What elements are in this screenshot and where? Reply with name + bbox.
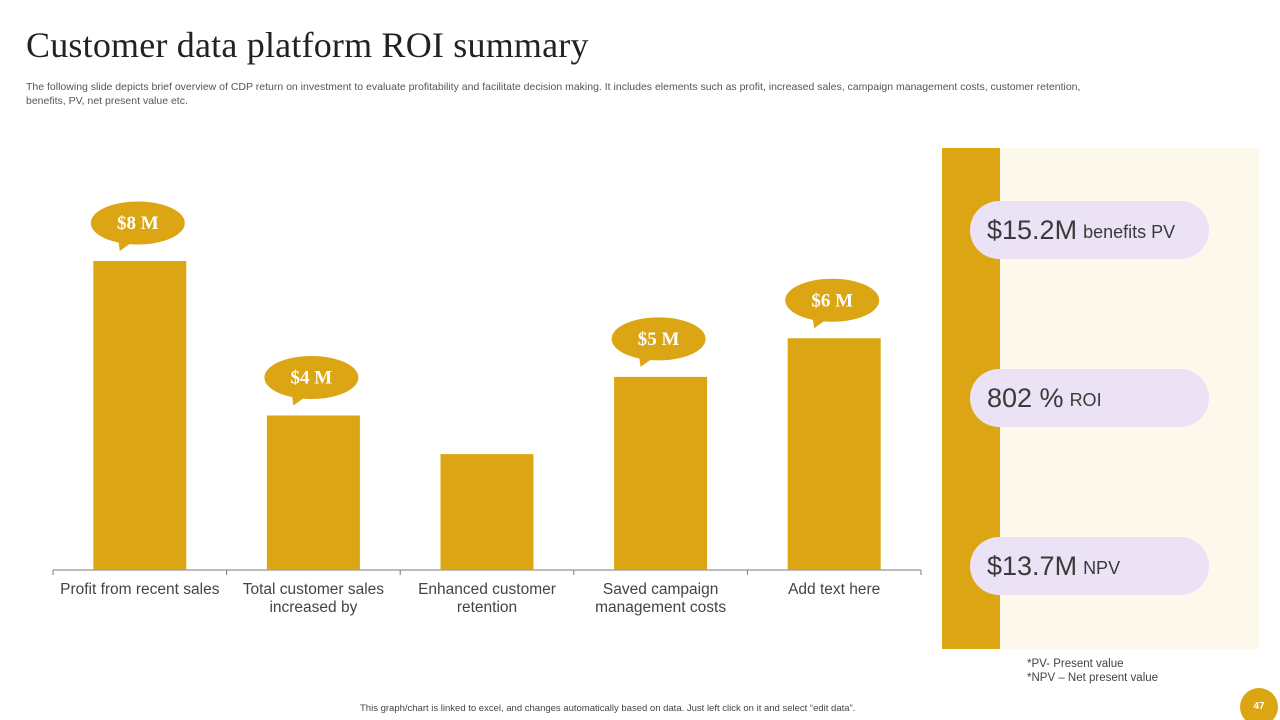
bubble-tail bbox=[812, 314, 829, 329]
bubble-tail bbox=[638, 352, 655, 367]
page-title: Customer data platform ROI summary bbox=[26, 25, 589, 65]
metric-benefits-pv: $15.2M benefits PV bbox=[970, 201, 1209, 259]
data-label: $6 M bbox=[811, 290, 853, 311]
bar[interactable] bbox=[266, 415, 360, 571]
data-label-bubble: $6 M bbox=[785, 278, 880, 329]
bubble-shape bbox=[785, 278, 880, 322]
metric-label: benefits PV bbox=[1083, 222, 1176, 242]
x-tick-label: Enhanced customer retention bbox=[418, 581, 556, 616]
footnote-npv: *NPV – Net present value bbox=[1027, 672, 1159, 684]
bar[interactable] bbox=[93, 261, 187, 570]
x-tick-label: Saved campaign management costs bbox=[595, 581, 726, 616]
bubble-tail bbox=[291, 391, 308, 406]
page-subtitle: The following slide depicts brief overvi… bbox=[26, 81, 1081, 107]
bubble-shape bbox=[611, 317, 706, 361]
bar[interactable] bbox=[440, 454, 534, 570]
data-label-bubble: $4 M bbox=[264, 356, 359, 406]
roi-bar-chart[interactable]: Profit from recent sales $8 M Total custom… bbox=[0, 140, 930, 630]
data-label: $5 M bbox=[638, 329, 680, 350]
chart-footnote: This graph/chart is linked to excel, and… bbox=[360, 703, 856, 714]
metric-value: 802 % bbox=[987, 382, 1064, 413]
footnote-pv: *PV- Present value bbox=[1027, 658, 1124, 670]
data-label-bubble: $5 M bbox=[611, 317, 706, 367]
metric-npv: $13.7M NPV bbox=[970, 537, 1209, 595]
page-number-badge: 47 bbox=[1240, 688, 1278, 720]
bubble-tail bbox=[117, 237, 134, 251]
x-tick-label: Add text here bbox=[788, 581, 880, 598]
metric-label: ROI bbox=[1069, 390, 1102, 410]
data-label: $8 M bbox=[117, 213, 159, 234]
metrics-panel: $15.2M benefits PV 802 % ROI $13.7M NPV bbox=[942, 148, 1259, 649]
x-tick-label: Total customer sales increased by bbox=[243, 581, 385, 616]
bar[interactable] bbox=[614, 376, 708, 570]
metric-label: NPV bbox=[1083, 558, 1121, 578]
data-label: $4 M bbox=[291, 368, 333, 389]
bar[interactable] bbox=[787, 338, 881, 570]
footnotes: *PV- Present value *NPV – Net present va… bbox=[1027, 657, 1158, 685]
bubble-shape bbox=[264, 356, 359, 399]
metric-value: $15.2M bbox=[987, 214, 1078, 245]
metric-roi: 802 % ROI bbox=[970, 369, 1209, 427]
x-tick-label: Profit from recent sales bbox=[60, 581, 220, 598]
bubble-shape bbox=[90, 201, 185, 245]
metric-value: $13.7M bbox=[987, 550, 1078, 581]
data-label-bubble: $8 M bbox=[90, 201, 185, 251]
